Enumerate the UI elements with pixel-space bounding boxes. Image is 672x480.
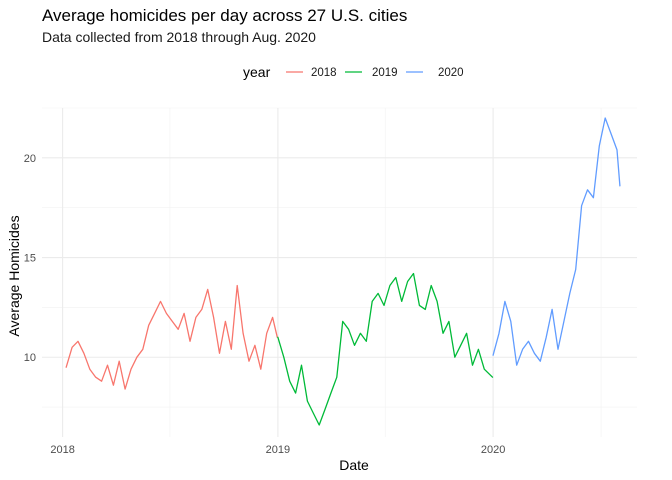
x-tick-label: 2020 xyxy=(481,444,505,456)
x-tick-label: 2018 xyxy=(50,444,74,456)
legend-label-2018: 2018 xyxy=(311,67,337,79)
legend-label-2019: 2019 xyxy=(372,67,398,79)
series-line-2018 xyxy=(65,284,278,390)
plot-grid xyxy=(42,107,637,437)
x-tick-label: 2019 xyxy=(266,444,290,456)
plot-ticks: 10 15 20 2018 2019 2020 xyxy=(24,153,506,456)
legend-label-2020: 2020 xyxy=(438,67,464,79)
legend-title: year xyxy=(243,64,271,80)
y-tick-label: 20 xyxy=(24,153,36,165)
y-axis-title: Average Homicides xyxy=(6,215,22,336)
legend: year 2018 2019 2020 xyxy=(243,64,464,80)
y-tick-label: 15 xyxy=(24,253,36,265)
chart-subtitle: Data collected from 2018 through Aug. 20… xyxy=(42,29,316,45)
x-axis-title: Date xyxy=(339,457,369,473)
y-tick-label: 10 xyxy=(24,352,36,364)
series-line-2020 xyxy=(492,117,621,366)
chart-title: Average homicides per day across 27 U.S.… xyxy=(42,6,407,25)
series-line-2019 xyxy=(277,272,494,426)
plot-series xyxy=(65,117,621,426)
